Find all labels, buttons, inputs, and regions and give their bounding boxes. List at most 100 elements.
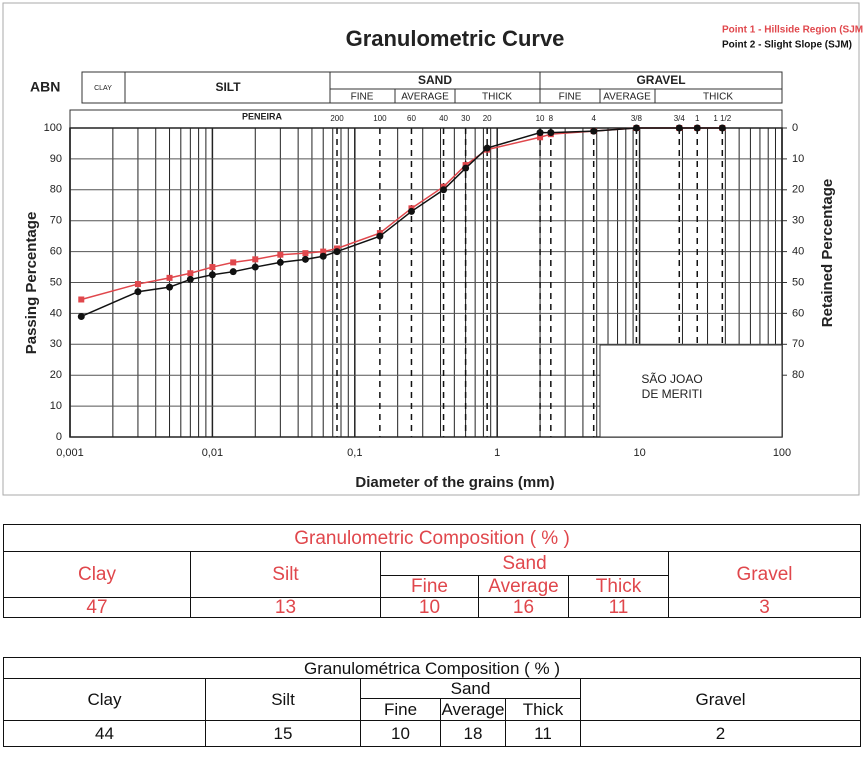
sieve-label: 8 bbox=[549, 114, 554, 123]
point bbox=[319, 252, 327, 260]
point bbox=[376, 232, 384, 240]
point bbox=[78, 296, 85, 303]
sieve-title: PENEIRA bbox=[242, 111, 283, 121]
y2-tick-label: 20 bbox=[792, 184, 804, 196]
clay-label: CLAY bbox=[94, 85, 112, 92]
header-cell: Thick bbox=[505, 698, 581, 721]
point bbox=[333, 248, 341, 256]
point bbox=[590, 127, 598, 135]
header-cell: Thick bbox=[568, 575, 669, 598]
header-cell: Sand bbox=[380, 551, 669, 576]
point bbox=[693, 124, 701, 132]
y-tick-label: 60 bbox=[50, 246, 62, 258]
chart-border bbox=[2, 2, 860, 496]
point bbox=[536, 129, 544, 137]
y-tick-label: 40 bbox=[50, 307, 62, 319]
legend-entry: Point 2 - Slight Slope (SJM) bbox=[722, 40, 852, 51]
value-cell: 10 bbox=[380, 597, 479, 618]
gravel-label: GRAVEL bbox=[636, 73, 685, 87]
annotation: DE MERITI bbox=[642, 387, 703, 401]
annotation: SÃO JOAO bbox=[641, 372, 702, 386]
sieve-label: 30 bbox=[461, 114, 470, 123]
value-cell: 10 bbox=[360, 720, 441, 747]
point bbox=[632, 124, 640, 132]
header-cell: Fine bbox=[380, 575, 479, 598]
header-cell: Sand bbox=[360, 678, 581, 699]
header-cell: Silt bbox=[205, 678, 361, 721]
y2-tick-label: 0 bbox=[792, 122, 798, 134]
standard-label: ABN bbox=[30, 79, 60, 95]
header-cell: Average bbox=[478, 575, 569, 598]
header-cell: Average bbox=[440, 698, 506, 721]
x-tick-label: 1 bbox=[494, 447, 500, 459]
sieve-label: 1 bbox=[695, 114, 700, 123]
header-cell: Gravel bbox=[667, 551, 862, 598]
gravel-part-label: FINE bbox=[559, 92, 582, 103]
header-frame bbox=[81, 71, 783, 104]
sieve-label: 200 bbox=[330, 114, 344, 123]
y-tick-label: 100 bbox=[44, 122, 62, 134]
sieve-label: 4 bbox=[591, 114, 596, 123]
value-cell: 11 bbox=[568, 597, 669, 618]
sieve-label: 3/4 bbox=[674, 114, 686, 123]
y-tick-label: 10 bbox=[50, 400, 62, 412]
header-cell: Clay bbox=[3, 678, 206, 721]
x-tick-label: 0,1 bbox=[347, 447, 362, 459]
value-cell: 13 bbox=[190, 597, 381, 618]
y2-tick-label: 30 bbox=[792, 215, 804, 227]
sieve-label: 100 bbox=[373, 114, 387, 123]
point bbox=[209, 264, 216, 271]
header-cell: Silt bbox=[190, 551, 381, 598]
header-cell: Fine bbox=[360, 698, 441, 721]
point bbox=[134, 288, 142, 296]
sand-part-label: THICK bbox=[482, 92, 512, 103]
point bbox=[440, 186, 448, 194]
sieve-label: 1 1/2 bbox=[713, 114, 731, 123]
y-tick-label: 90 bbox=[50, 153, 62, 165]
y-tick-label: 70 bbox=[50, 215, 62, 227]
composition-table: Granulométrica Composition ( % ) Clay Sil… bbox=[2, 657, 862, 747]
sieve-label: 60 bbox=[407, 114, 416, 123]
x-tick-label: 10 bbox=[633, 447, 645, 459]
x-tick-label: 100 bbox=[773, 447, 791, 459]
y-tick-label: 30 bbox=[50, 338, 62, 350]
chart: Granulometric Curve Diameter of the grai… bbox=[2, 2, 863, 496]
sieve-label: 20 bbox=[483, 114, 492, 123]
composition-table: Granulometric Composition ( % ) Clay Silt… bbox=[2, 524, 862, 618]
y-tick-label: 50 bbox=[50, 276, 62, 288]
point bbox=[301, 255, 309, 263]
value-cell: 15 bbox=[205, 720, 361, 747]
chart-title: Granulometric Curve bbox=[346, 26, 565, 51]
point bbox=[77, 312, 85, 320]
point bbox=[537, 134, 544, 141]
point bbox=[483, 144, 491, 152]
value-cell: 44 bbox=[3, 720, 206, 747]
point bbox=[320, 248, 327, 255]
gravel-part-label: THICK bbox=[703, 92, 733, 103]
value-cell: 47 bbox=[3, 597, 191, 618]
value-cell: 16 bbox=[478, 597, 569, 618]
y-axis-label: Passing Percentage bbox=[23, 212, 40, 355]
point bbox=[229, 268, 237, 276]
point bbox=[134, 281, 141, 288]
point bbox=[166, 283, 174, 291]
point bbox=[277, 251, 284, 258]
point bbox=[251, 263, 259, 271]
y2-tick-label: 50 bbox=[792, 276, 804, 288]
value-cell: 18 bbox=[440, 720, 506, 747]
sieve-label: 40 bbox=[439, 114, 448, 123]
table-title: Granulometric Composition ( % ) bbox=[2, 524, 862, 552]
sand-part-label: FINE bbox=[351, 92, 374, 103]
y2-tick-label: 80 bbox=[792, 369, 804, 381]
gravel-part-label: AVERAGE bbox=[603, 92, 651, 103]
x-tick-label: 0,001 bbox=[56, 447, 84, 459]
point bbox=[675, 124, 683, 132]
plot: 0,001 0,01 0,1 1 10 100 0 10 20 30 40 50 60 70 80 90 100… bbox=[44, 114, 805, 459]
y2-axis-label: Retained Percentage bbox=[819, 179, 836, 327]
y2-tick-label: 10 bbox=[792, 153, 804, 165]
annotation-box bbox=[599, 344, 783, 438]
legend-entry: Point 1 - Hillside Region (SJM) bbox=[722, 25, 863, 36]
x-tick-label: 0,01 bbox=[202, 447, 223, 459]
point bbox=[276, 258, 284, 266]
